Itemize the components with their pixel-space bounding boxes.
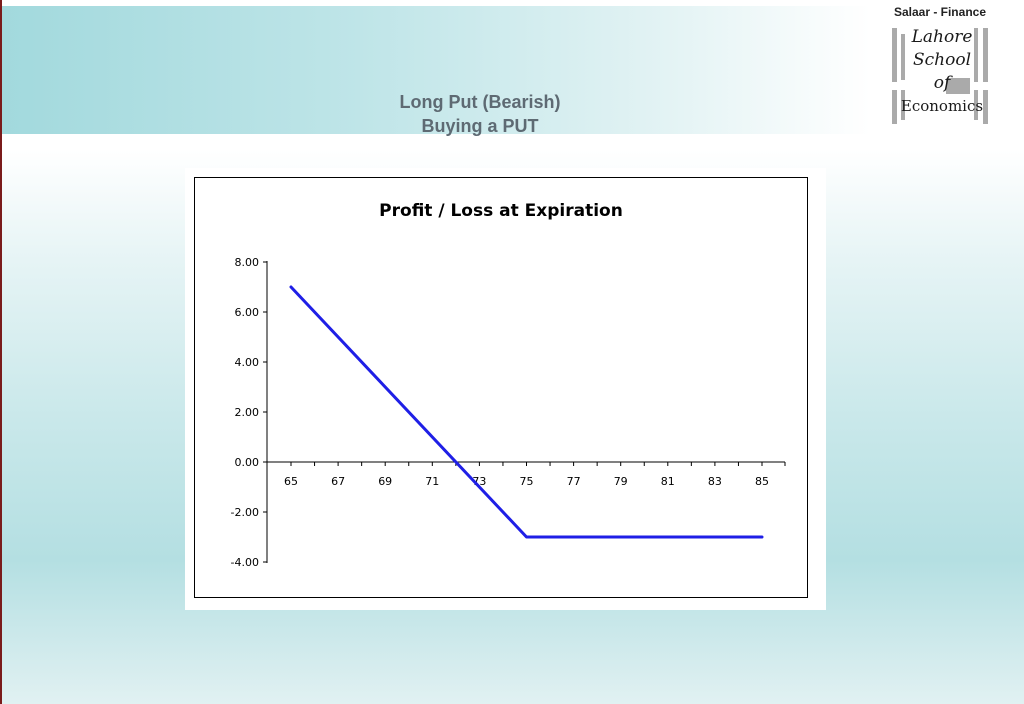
- logo-bar: [983, 28, 988, 82]
- y-tick-label: 6.00: [235, 306, 260, 319]
- logo-bar: [901, 90, 905, 120]
- x-tick-label: 81: [661, 475, 675, 488]
- school-logo: Lahore School of Economics: [890, 26, 994, 126]
- logo-line: School: [912, 50, 972, 70]
- series-line: [289, 285, 764, 539]
- logo-bar: [974, 90, 978, 120]
- x-tick-label: 69: [378, 475, 392, 488]
- left-edge-rule: [0, 0, 2, 704]
- chart-box: Profit / Loss at Expiration 8.00 6.00 4.00…: [194, 177, 808, 598]
- y-tick-label: -2.00: [231, 506, 259, 519]
- y-tick-label: -4.00: [231, 556, 259, 569]
- x-axis-ticks: 65 67 69 71 73 75 77 79 81 83 85: [284, 462, 786, 488]
- profit-loss-chart: Profit / Loss at Expiration 8.00 6.00 4.00…: [231, 201, 786, 569]
- x-tick-label: 77: [567, 475, 581, 488]
- slide-title-line2: Buying a PUT: [421, 116, 539, 136]
- chart-title: Profit / Loss at Expiration: [379, 201, 623, 221]
- logo-bar: [983, 90, 988, 124]
- logo-text: Lahore School of Economics: [890, 26, 994, 118]
- y-tick-label: 2.00: [235, 406, 260, 419]
- logo-line: Economics: [900, 97, 984, 115]
- slide-title-line1: Long Put (Bearish): [399, 92, 561, 112]
- x-tick-label: 65: [284, 475, 298, 488]
- logo-bar: [901, 34, 905, 80]
- series-layer: [289, 285, 764, 539]
- chart-axes: [266, 261, 785, 563]
- y-tick-label: 8.00: [235, 256, 260, 269]
- logo-bar: [946, 78, 970, 94]
- y-tick-label: 4.00: [235, 356, 260, 369]
- x-tick-label: 67: [331, 475, 345, 488]
- x-tick-label: 83: [708, 475, 722, 488]
- brand-label: Salaar - Finance: [893, 5, 986, 19]
- logo-bar: [892, 28, 897, 82]
- y-axis-ticks: 8.00 6.00 4.00 2.00 0.00 -2.00 -4.00: [231, 256, 267, 569]
- y-tick-label: 0.00: [235, 456, 260, 469]
- x-tick-label: 79: [614, 475, 628, 488]
- x-tick-label: 85: [755, 475, 769, 488]
- x-tick-label: 75: [520, 475, 534, 488]
- x-tick-label: 71: [425, 475, 439, 488]
- logo-line: Lahore: [911, 27, 973, 47]
- logo-bar: [892, 90, 897, 124]
- logo-line: of: [933, 73, 951, 93]
- logo-bar: [974, 28, 978, 82]
- header-band: [2, 6, 1024, 134]
- slide-title: Long Put (Bearish) Buying a PUT: [330, 90, 630, 138]
